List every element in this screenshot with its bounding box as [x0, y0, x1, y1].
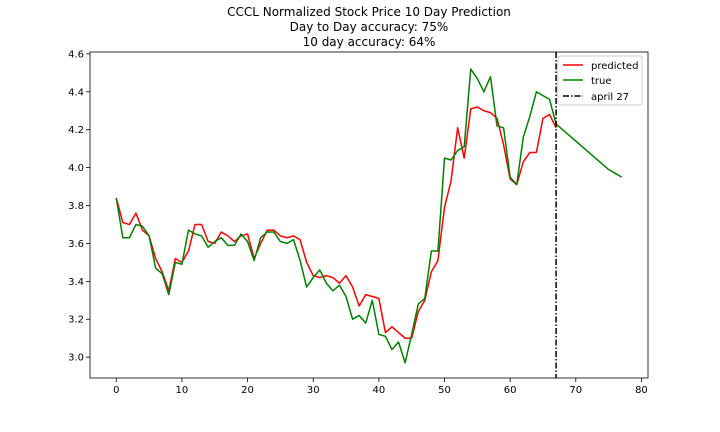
x-tick-label: 20 — [241, 385, 254, 396]
y-tick-label: 4.6 — [68, 49, 84, 60]
y-tick-label: 3.0 — [68, 353, 84, 364]
chart-subtitle-2: 10 day accuracy: 64% — [303, 35, 436, 49]
legend: predicted true april 27 — [557, 55, 643, 106]
chart-subtitle-1: Day to Day accuracy: 75% — [290, 20, 449, 34]
plot-area: 0 10 20 30 40 50 60 70 80 3.0 3.2 3.4 3.6 3.8 4.0 4.2 4.… — [68, 49, 649, 396]
x-tick-label: 50 — [438, 385, 451, 396]
y-tick-label: 3.4 — [68, 277, 84, 288]
legend-label-true: true — [591, 76, 612, 87]
y-tick-label: 3.6 — [68, 239, 84, 250]
x-tick-label: 60 — [504, 385, 517, 396]
y-tick-label: 4.2 — [68, 125, 84, 136]
legend-box — [557, 55, 643, 106]
legend-label-predicted: predicted — [591, 61, 638, 72]
axes-frame — [89, 51, 649, 379]
y-tick-label: 4.4 — [68, 87, 84, 98]
y-tick-label: 3.2 — [68, 315, 84, 326]
x-tick-label: 40 — [372, 385, 385, 396]
chart-title: CCCL Normalized Stock Price 10 Day Predi… — [227, 5, 511, 19]
series-line-predicted — [115, 106, 557, 339]
x-tick-label: 30 — [307, 385, 320, 396]
y-tick-label: 3.8 — [68, 201, 84, 212]
y-tick-label: 4.0 — [68, 163, 84, 174]
legend-label-april-27: april 27 — [591, 92, 629, 103]
series-line-true — [115, 68, 623, 364]
x-tick-label: 70 — [569, 385, 582, 396]
x-tick-label: 0 — [113, 385, 119, 396]
x-tick-label: 10 — [176, 385, 189, 396]
x-tick-label: 80 — [635, 385, 648, 396]
